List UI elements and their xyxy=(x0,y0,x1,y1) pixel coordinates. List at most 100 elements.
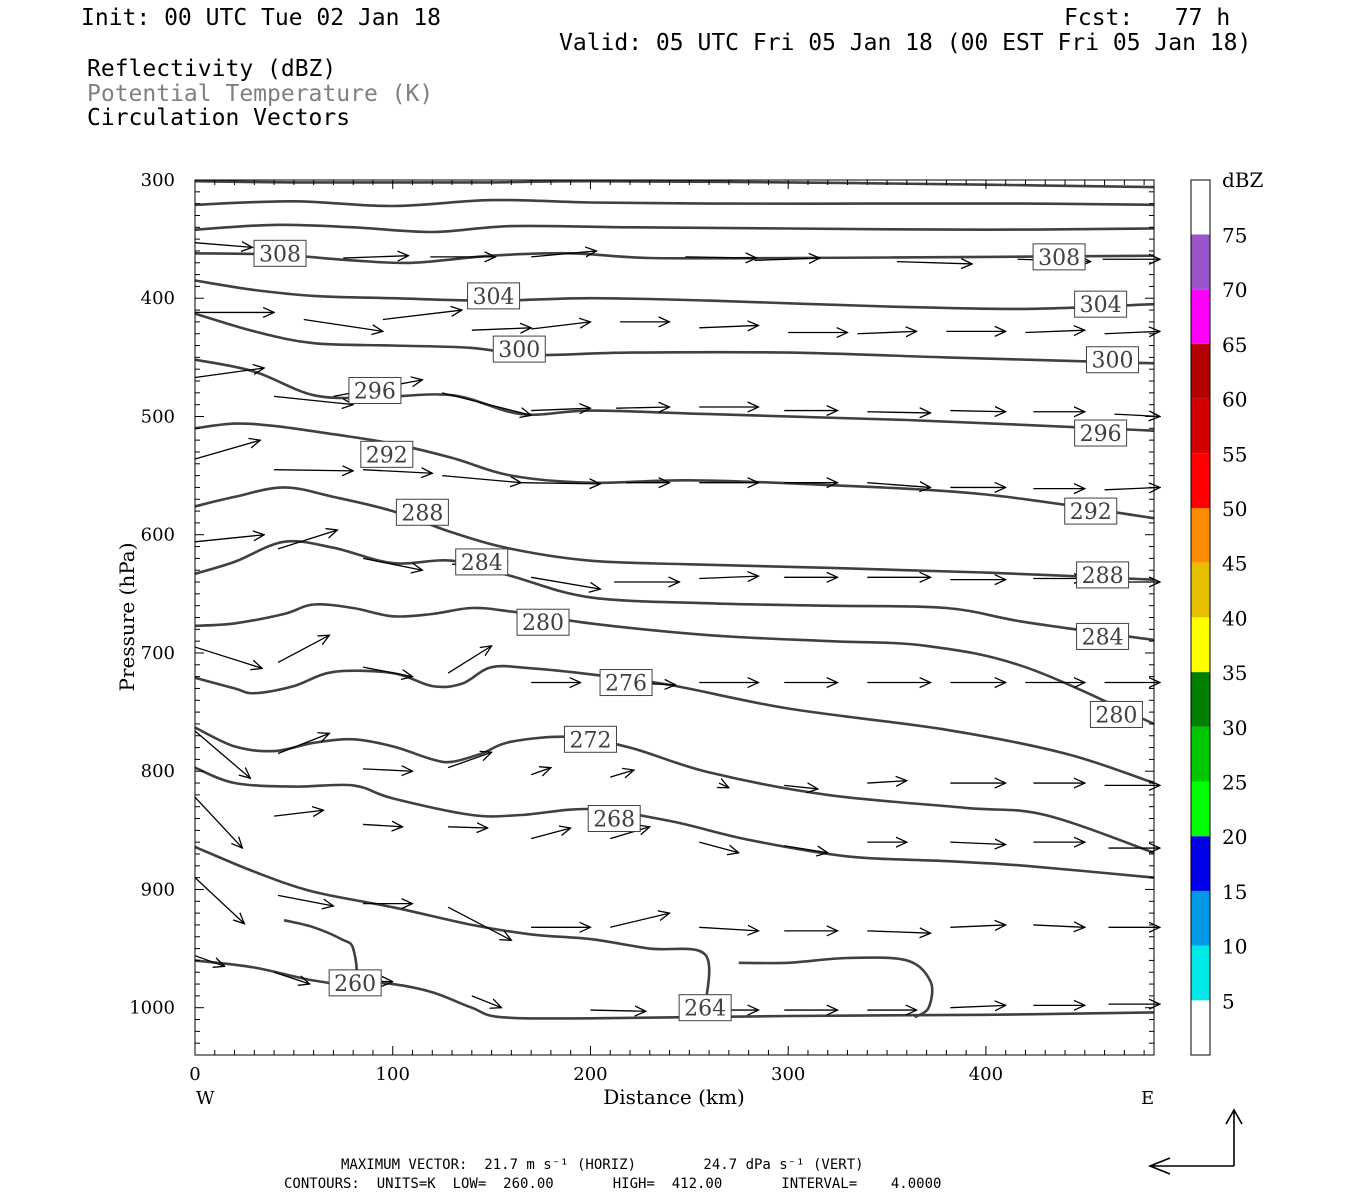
circulation-vector xyxy=(590,1010,645,1011)
circulation-vector xyxy=(194,646,262,668)
contour-label-296: 296 xyxy=(1074,419,1128,447)
contour-label-300: 300 xyxy=(1085,346,1139,374)
circulation-vector xyxy=(950,925,1005,927)
plot-frame xyxy=(194,179,1155,1056)
contour-label-284: 284 xyxy=(1076,622,1130,650)
colorbar-label-70: 70 xyxy=(1222,278,1247,302)
colorbar-segment-15 xyxy=(1191,836,1210,891)
svg-text:260: 260 xyxy=(334,972,376,997)
circulation-vector xyxy=(521,483,600,484)
circulation-vector xyxy=(1033,925,1084,927)
svg-text:284: 284 xyxy=(1082,625,1124,650)
reference-vector-icon xyxy=(1147,1108,1243,1175)
circulation-vector xyxy=(448,827,488,828)
y-tick-label: 1000 xyxy=(129,998,175,1019)
contour-label-292: 292 xyxy=(1064,497,1118,525)
theta-contour-296 xyxy=(194,358,1155,432)
circulation-vector xyxy=(896,262,972,264)
circulation-vectors xyxy=(194,243,1160,1012)
colorbar-label-30: 30 xyxy=(1222,716,1247,740)
circulation-vector xyxy=(857,331,916,333)
circulation-vector xyxy=(531,576,600,589)
contour-label-264: 264 xyxy=(678,994,732,1022)
field-label-theta: Potential Temperature (K) xyxy=(87,81,434,107)
colorbar-segment-45 xyxy=(1191,508,1210,563)
svg-text:308: 308 xyxy=(1038,246,1080,271)
colorbar-segment-50 xyxy=(1191,453,1210,508)
x-tick-label: 300 xyxy=(771,1064,805,1085)
circulation-vector xyxy=(447,752,492,769)
circulation-vector xyxy=(274,395,353,404)
circulation-vector xyxy=(699,927,758,931)
svg-text:280: 280 xyxy=(1095,703,1137,728)
circulation-vector xyxy=(530,768,551,775)
circulation-vector xyxy=(530,828,571,840)
circulation-vector xyxy=(442,474,521,483)
theta-contour-unlabeled-16 xyxy=(194,198,1155,208)
x-axis-label: Distance (km) xyxy=(603,1085,745,1109)
contour-label-308: 308 xyxy=(1032,243,1086,271)
circulation-vector xyxy=(274,810,323,816)
contour-label-296: 296 xyxy=(348,376,402,404)
circulation-vector xyxy=(1025,330,1084,332)
y-tick-label: 300 xyxy=(141,170,175,191)
circulation-vector xyxy=(610,770,634,777)
contour-label-292: 292 xyxy=(360,440,414,468)
svg-text:296: 296 xyxy=(354,379,396,404)
circulation-vector xyxy=(531,408,590,410)
svg-text:304: 304 xyxy=(473,285,515,310)
contour-label-284: 284 xyxy=(455,548,509,576)
theta-contour-unlabeled-14 xyxy=(353,980,1155,1020)
colorbar: 5 10 15 20 25 30 35 40 45 50 55 60 65 70 75 xyxy=(1190,179,1247,1056)
x-tick-label: 100 xyxy=(376,1064,410,1085)
theta-contours xyxy=(194,179,1155,1020)
circulation-vector xyxy=(867,931,930,933)
circulation-vector xyxy=(610,827,650,840)
svg-text:308: 308 xyxy=(259,242,301,267)
colorbar-segment-25 xyxy=(1191,726,1210,782)
theta-contour-268 xyxy=(194,766,1155,879)
circulation-vector xyxy=(363,769,412,771)
theta-contour-308 xyxy=(194,251,1155,265)
circulation-vector xyxy=(194,877,244,924)
valid-time: Valid: 05 UTC Fri 05 Jan 18 (00 EST Fri … xyxy=(559,30,1252,56)
svg-text:272: 272 xyxy=(569,728,611,753)
circulation-vector xyxy=(194,955,225,967)
circulation-vector xyxy=(531,322,590,330)
colorbar-label-5: 5 xyxy=(1222,989,1235,1013)
svg-text:264: 264 xyxy=(684,997,726,1022)
circulation-vector xyxy=(754,258,820,260)
svg-text:296: 296 xyxy=(1080,422,1122,447)
colorbar-label-50: 50 xyxy=(1222,497,1247,521)
theta-contour-272 xyxy=(194,726,1155,855)
circulation-vector xyxy=(194,440,260,460)
init-time: Init: 00 UTC Tue 02 Jan 18 xyxy=(81,5,442,31)
contour-label-280: 280 xyxy=(516,608,570,636)
contour-info-note: CONTOURS: UNITS=K LOW= 260.00 HIGH= 412.… xyxy=(284,1176,942,1192)
contour-label-272: 272 xyxy=(563,725,617,753)
circulation-vector xyxy=(194,730,250,778)
theta-contour-280 xyxy=(194,602,1155,726)
circulation-vector xyxy=(867,483,930,488)
circulation-vector xyxy=(277,530,337,550)
svg-text:300: 300 xyxy=(498,338,540,363)
svg-text:304: 304 xyxy=(1080,293,1122,318)
theta-contour-284 xyxy=(194,539,1155,642)
colorbar-segment-below xyxy=(1191,1000,1210,1055)
theta-contour-288 xyxy=(194,486,1155,581)
circulation-vector xyxy=(1104,331,1160,333)
circulation-vector xyxy=(610,913,669,928)
contour-label-268: 268 xyxy=(587,805,641,833)
theta-contour-unlabeled-15 xyxy=(194,179,1155,189)
contour-label-280: 280 xyxy=(1089,700,1143,728)
colorbar-label-15: 15 xyxy=(1222,880,1247,904)
contour-label-304: 304 xyxy=(1074,290,1128,318)
x-tick-label: 200 xyxy=(573,1064,607,1085)
circulation-vector xyxy=(447,906,511,940)
y-tick-label: 500 xyxy=(141,406,175,427)
theta-contour-264 xyxy=(194,845,711,1008)
contour-label-304: 304 xyxy=(467,282,521,310)
circulation-vector xyxy=(699,576,758,578)
